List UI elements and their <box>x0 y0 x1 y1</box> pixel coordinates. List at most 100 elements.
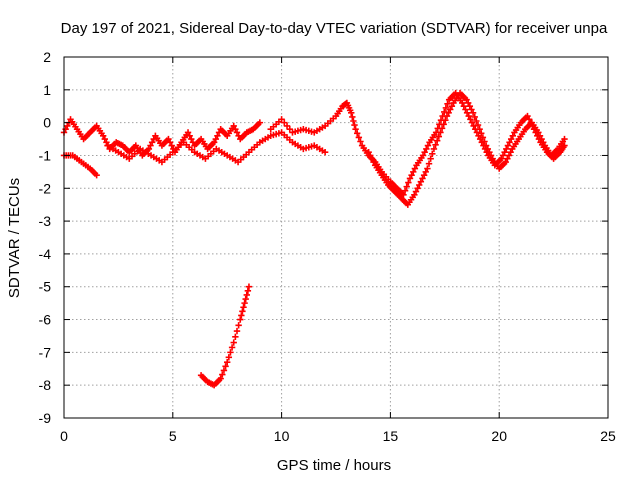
data-point <box>481 138 488 145</box>
data-point <box>357 138 364 145</box>
data-point <box>507 148 514 156</box>
y-tick-label: -4 <box>39 246 52 262</box>
x-tick-label: 10 <box>274 428 290 444</box>
data-point <box>352 126 359 133</box>
y-tick-label: 2 <box>43 49 51 65</box>
data-point <box>239 308 246 315</box>
data-point <box>465 112 472 120</box>
data-point <box>217 375 224 382</box>
data-point <box>499 152 507 159</box>
grid-layer <box>64 57 608 418</box>
data-point <box>408 171 415 179</box>
data-point <box>425 160 433 167</box>
y-tick-label: -2 <box>39 180 52 196</box>
data-point <box>232 126 239 133</box>
data-point <box>348 109 355 116</box>
y-tick-label: -9 <box>39 410 52 426</box>
y-tick-label: -8 <box>39 377 52 393</box>
data-point <box>487 152 495 159</box>
data-point <box>429 150 436 158</box>
y-tick-label: 0 <box>43 115 51 131</box>
data-point <box>424 142 432 149</box>
data-point <box>370 158 377 166</box>
data-point <box>448 103 456 110</box>
data-point <box>321 148 329 156</box>
x-axis-title: GPS time / hours <box>277 457 391 474</box>
data-point <box>166 139 174 146</box>
x-tick-label: 25 <box>600 428 616 444</box>
data-point <box>412 188 420 195</box>
data-point <box>470 122 477 130</box>
data-point <box>422 168 429 176</box>
data-point <box>219 371 226 378</box>
data-point <box>471 113 478 121</box>
data-point <box>538 135 545 143</box>
data-point <box>349 113 356 121</box>
data-point <box>148 139 156 146</box>
data-point <box>433 137 441 144</box>
series-track-f <box>197 283 253 389</box>
data-point <box>524 112 531 120</box>
x-tick-label: 20 <box>491 428 507 444</box>
data-point <box>220 367 228 374</box>
data-point <box>256 119 264 126</box>
data-point <box>150 135 157 143</box>
data-point <box>424 165 431 172</box>
data-point <box>535 129 542 136</box>
data-point <box>286 126 293 133</box>
data-point <box>427 155 434 162</box>
data-point <box>504 155 511 162</box>
data-point <box>441 108 448 116</box>
data-point <box>476 126 483 133</box>
data-point <box>147 142 154 149</box>
data-point <box>442 116 449 124</box>
data-point <box>281 119 288 126</box>
data-point <box>437 129 444 136</box>
series-track-e <box>365 89 568 208</box>
chart-title: Day 197 of 2021, Sidereal Day-to-day VTE… <box>61 20 608 37</box>
data-point <box>445 109 452 116</box>
data-point <box>503 145 510 153</box>
data-point <box>417 178 425 185</box>
data-point <box>411 165 419 172</box>
y-tick-label: 1 <box>43 82 51 98</box>
data-point <box>466 103 474 110</box>
data-point <box>225 354 233 361</box>
data-point <box>350 117 357 125</box>
data-point <box>442 104 450 112</box>
data-point <box>242 295 249 303</box>
data-point <box>486 148 493 156</box>
data-point <box>447 106 454 113</box>
data-point <box>99 132 107 139</box>
data-point <box>462 106 469 113</box>
series-track-c <box>104 129 329 166</box>
data-point <box>423 145 430 153</box>
data-point <box>168 142 175 149</box>
data-point <box>468 119 476 126</box>
data-point <box>473 117 480 125</box>
data-point <box>498 155 505 162</box>
data-point <box>210 139 218 146</box>
data-point <box>186 132 193 139</box>
data-point <box>233 327 241 335</box>
data-point <box>502 158 509 166</box>
data-point <box>222 363 229 370</box>
data-point <box>233 129 241 136</box>
data-point <box>230 122 237 130</box>
data-point <box>506 139 513 146</box>
data-point <box>188 135 195 143</box>
data-point <box>463 96 470 103</box>
tick-layer <box>63 56 609 419</box>
data-point <box>243 291 250 299</box>
data-point <box>351 121 358 129</box>
data-point <box>235 322 242 329</box>
data-point <box>561 142 568 149</box>
data-point <box>64 122 71 130</box>
y-axis-title: SDTVAR / TECUs <box>6 178 23 298</box>
data-point <box>430 145 438 153</box>
y-tick-label: -1 <box>39 147 52 163</box>
x-tick-label: 0 <box>60 428 68 444</box>
data-point <box>93 171 100 179</box>
data-point <box>406 175 414 182</box>
